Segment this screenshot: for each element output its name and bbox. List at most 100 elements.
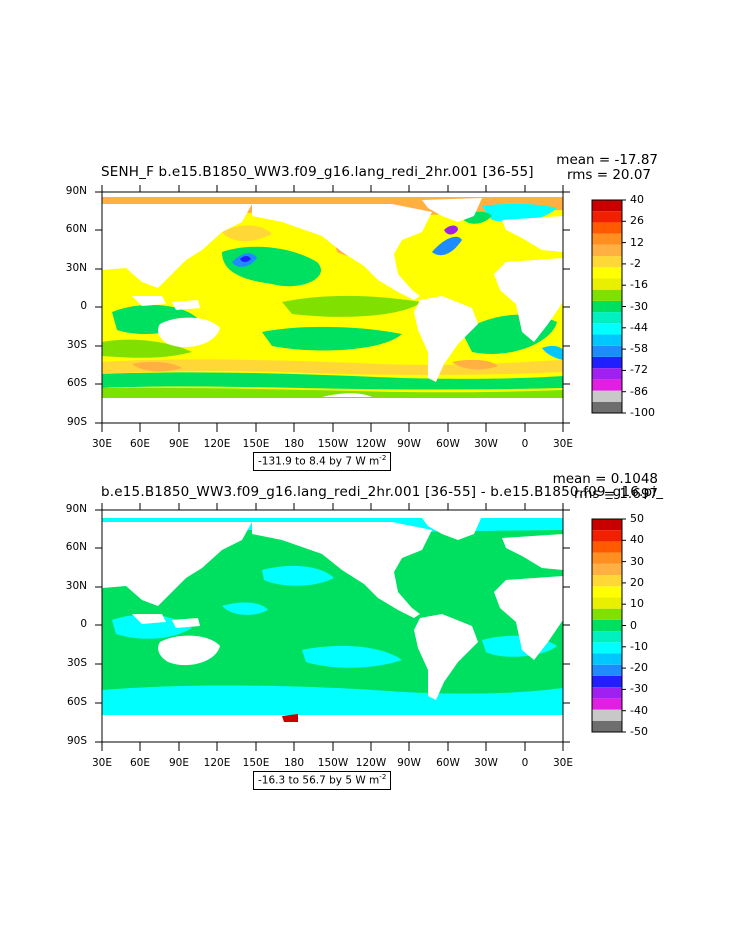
lat-label: 30S (66, 339, 87, 351)
panel-2-rms: rms = 1.697 (573, 486, 658, 502)
lon-label: 30E (553, 757, 573, 769)
lat-label: 0 (80, 300, 87, 312)
colorbar-swatch (592, 563, 622, 576)
colorbar-swatch (592, 687, 622, 699)
colorbar-label: -2 (630, 256, 641, 270)
lat-label: 60N (65, 223, 87, 235)
colorbar-swatch (592, 619, 622, 632)
lon-label: 60E (130, 757, 150, 769)
panel-2-title: b.e15.B1850_WW3.f09_g16.lang_redi_2hr.00… (101, 484, 664, 500)
lon-label: 30E (92, 438, 112, 450)
lat-label: 0 (80, 618, 87, 630)
colorbar-swatch (592, 664, 622, 676)
colorbar-label: -30 (630, 299, 648, 313)
colorbar-label: -58 (630, 342, 648, 356)
lon-label: 120W (355, 757, 387, 769)
panel-2-ticks (95, 503, 570, 751)
lat-label: 60N (65, 541, 87, 553)
colorbar-swatch (592, 312, 622, 324)
colorbar-label: 40 (630, 533, 644, 547)
colorbar-swatch (592, 698, 622, 710)
colorbar-swatch (592, 608, 622, 620)
colorbar-label: -30 (630, 682, 648, 696)
lon-label: 90E (169, 438, 189, 450)
lon-label: 30E (92, 757, 112, 769)
colorbar-swatch (592, 552, 622, 564)
colorbar-label: 12 (630, 235, 644, 249)
lon-label: 120W (355, 438, 387, 450)
panel-2-mean: mean = 0.1048 (552, 471, 658, 487)
colorbar-label: 30 (630, 554, 644, 568)
lon-label: 150E (242, 438, 270, 450)
colorbar-label: 50 (630, 512, 644, 525)
lon-label: 0 (521, 438, 529, 450)
lat-label: 30N (65, 262, 87, 274)
lon-label: 30E (553, 438, 573, 450)
colorbar-swatch (592, 256, 622, 268)
colorbar-label: -20 (630, 661, 648, 675)
colorbar-swatch (592, 519, 622, 531)
range-text: -131.9 to 8.4 by 7 W m (258, 455, 380, 468)
lon-label: 180 (283, 438, 305, 450)
panel-2-range-box: -16.3 to 56.7 by 5 W m-2 (253, 771, 392, 790)
range-text: -16.3 to 56.7 by 5 W m (258, 774, 380, 787)
colorbar-swatch (592, 278, 622, 290)
colorbar-swatch (592, 267, 622, 279)
colorbar-swatch (592, 300, 622, 313)
colorbar-swatch (592, 345, 622, 357)
colorbar-label: 26 (630, 214, 644, 228)
colorbar-swatch (592, 233, 622, 245)
panel-1-title: SENH_F b.e15.B1850_WW3.f09_g16.lang_redi… (101, 164, 534, 180)
colorbar-swatch (592, 541, 622, 553)
lon-label: 90W (397, 438, 421, 450)
lon-label: 150E (242, 757, 270, 769)
lon-label: 30W (474, 438, 498, 450)
lon-label: 150W (317, 757, 349, 769)
colorbar-swatch (592, 720, 622, 732)
colorbar-label: -16 (630, 278, 648, 292)
lon-label: 180 (283, 757, 305, 769)
colorbar-swatch (592, 334, 622, 346)
colorbar-swatch (592, 597, 622, 609)
colorbar-swatch (592, 368, 622, 380)
lat-label: 30N (65, 580, 87, 592)
lat-label: 60S (66, 696, 87, 708)
lon-label: 90W (397, 757, 421, 769)
colorbar-swatch (592, 709, 622, 721)
colorbar-label: -100 (630, 406, 655, 419)
panel-2-map (101, 509, 564, 743)
panel-1-range-box: -131.9 to 8.4 by 7 W m-2 (253, 452, 392, 471)
colorbar-swatch (592, 653, 622, 665)
colorbar-label: 20 (630, 575, 644, 589)
range-sup: -2 (379, 773, 387, 781)
colorbar-swatch (592, 530, 622, 542)
colorbar-swatch (592, 200, 622, 212)
lat-label: 90N (65, 185, 87, 197)
lon-label: 60W (436, 438, 460, 450)
lon-label: 60W (436, 757, 460, 769)
colorbar-swatch (592, 401, 622, 413)
lon-label: 90E (169, 757, 189, 769)
lat-label: 90N (65, 503, 87, 515)
colorbar-swatch (592, 675, 622, 688)
colorbar-label: -50 (630, 725, 648, 738)
colorbar-swatch (592, 222, 622, 234)
lon-label: 120E (203, 438, 231, 450)
lat-label: 90S (66, 416, 87, 428)
colorbar-swatch (592, 631, 622, 643)
colorbar-label: -72 (630, 363, 648, 377)
panel-1-colorbar (591, 199, 626, 414)
lon-label: 60E (130, 438, 150, 450)
range-sup: -2 (379, 454, 387, 462)
colorbar-swatch (592, 289, 622, 301)
panel-1-rms: rms = 20.07 (566, 167, 651, 183)
colorbar-label: -10 (630, 639, 648, 653)
panel-1-ticks (95, 185, 570, 432)
colorbar-label: -40 (630, 703, 648, 717)
lat-label: 30S (66, 657, 87, 669)
colorbar-swatch (592, 642, 622, 654)
colorbar-swatch (592, 379, 622, 391)
colorbar-swatch (592, 575, 622, 587)
panel-1-mean: mean = -17.87 (556, 152, 658, 168)
panel-2-colorbar (591, 518, 626, 733)
